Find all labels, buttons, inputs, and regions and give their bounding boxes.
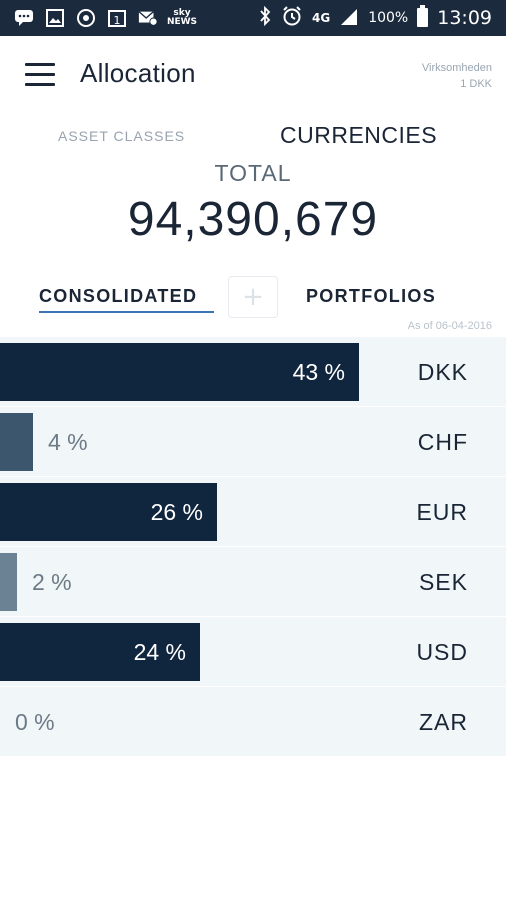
allocation-percent: 4 % [48, 429, 88, 455]
add-button[interactable]: + [228, 276, 278, 318]
allocation-bar [0, 343, 359, 401]
allocation-percent: 43 % [292, 359, 345, 385]
calendar-icon: 1 [107, 8, 127, 28]
organization-currency: 1 DKK [460, 78, 492, 90]
allocation-row-sek[interactable]: 2 % SEK [0, 547, 506, 617]
currency-code: USD [416, 639, 468, 665]
tab-asset-classes[interactable]: ASSET CLASSES [58, 128, 186, 144]
mail-icon [138, 8, 158, 28]
organization-name: Virksomheden [421, 62, 492, 74]
signal-icon [339, 6, 359, 30]
allocation-percent: 2 % [32, 569, 72, 595]
alarm-icon [281, 5, 303, 31]
hamburger-icon[interactable] [25, 63, 55, 87]
currency-code: EUR [416, 499, 468, 525]
sky-news-icon: sky NEWS [166, 8, 198, 27]
allocation-row-dkk[interactable]: 43 % DKK [0, 337, 506, 407]
svg-text:1: 1 [114, 14, 121, 27]
page-title: Allocation [80, 58, 196, 88]
chat-icon [14, 8, 34, 28]
notification-icons: 1 sky NEWS [14, 7, 198, 29]
bluetooth-icon [258, 5, 272, 30]
currency-code: DKK [417, 359, 468, 385]
allocation-percent: 0 % [15, 709, 55, 735]
as-of-date: As of 06-04-2016 [407, 320, 492, 332]
allocation-row-eur[interactable]: 26 % EUR [0, 477, 506, 547]
system-icons: 4G 100% 13:09 [258, 4, 492, 32]
allocation-list: 43 % DKK 4 % CHF 26 % EUR 2 % SEK 24 % USD 0 % ZAR [0, 337, 506, 757]
allocation-percent: 26 % [150, 499, 203, 525]
allocation-percent: 24 % [133, 639, 186, 665]
battery-icon [417, 5, 429, 31]
active-tab-indicator [39, 311, 214, 313]
currency-code: CHF [417, 429, 468, 455]
allocation-row-usd[interactable]: 24 % USD [0, 617, 506, 687]
allocation-bar [0, 413, 33, 471]
tab-currencies[interactable]: CURRENCIES [280, 122, 438, 148]
network-type: 4G [312, 11, 331, 25]
allocation-bar [0, 623, 200, 681]
clock: 13:09 [437, 7, 492, 29]
allocation-row-chf[interactable]: 4 % CHF [0, 407, 506, 477]
status-bar: 1 sky NEWS 4G 100% 13:09 [0, 0, 506, 36]
allocation-bar [0, 483, 217, 541]
tab-portfolios[interactable]: PORTFOLIOS [306, 286, 436, 306]
total-value: 94,390,679 [127, 193, 379, 246]
sync-icon [76, 8, 96, 28]
battery-level: 100% [368, 10, 409, 26]
tab-consolidated[interactable]: CONSOLIDATED [39, 286, 198, 306]
total-label: TOTAL [214, 160, 292, 186]
allocation-bar [0, 553, 17, 611]
organization-info: Virksomheden 1 DKK [422, 60, 492, 92]
currency-code: ZAR [419, 709, 468, 735]
allocation-row-zar[interactable]: 0 % ZAR [0, 687, 506, 757]
currency-code: SEK [418, 569, 468, 595]
gallery-icon [45, 8, 65, 28]
